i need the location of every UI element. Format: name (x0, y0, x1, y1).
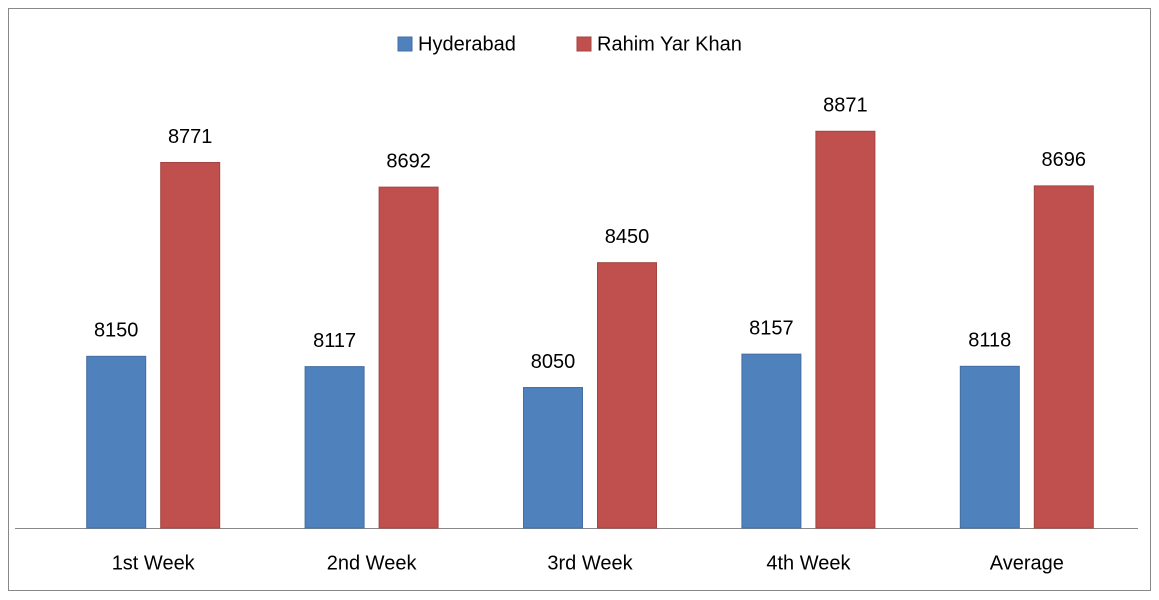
bar (959, 365, 1020, 529)
x-tick-label: 1st Week (112, 552, 196, 574)
data-label: 8771 (168, 126, 213, 148)
bar (86, 355, 147, 529)
legend-label: Hyderabad (418, 33, 516, 55)
data-label: 8696 (1042, 149, 1087, 171)
x-tick-label: Average (990, 552, 1064, 574)
legend-label: Rahim Yar Khan (597, 33, 742, 55)
bar (304, 366, 365, 529)
legend-swatch (576, 36, 592, 52)
data-label: 8157 (749, 317, 794, 339)
data-label: 8150 (94, 320, 139, 342)
x-tick-label: 4th Week (766, 552, 851, 574)
x-tick-label: 3rd Week (547, 552, 633, 574)
data-label: 8118 (968, 330, 1011, 352)
bar (597, 262, 657, 529)
legend-swatch (397, 36, 413, 52)
data-label: 8050 (531, 351, 576, 373)
bar (523, 387, 583, 529)
data-label: 8871 (823, 95, 868, 117)
data-label: 8117 (313, 330, 356, 352)
bar (160, 161, 221, 529)
x-tick-label: 2nd Week (327, 552, 418, 574)
data-label: 8450 (605, 226, 650, 248)
data-label: 8692 (386, 150, 431, 172)
bar (378, 186, 439, 529)
bar (741, 353, 802, 529)
bar (815, 130, 876, 529)
bar (1033, 185, 1094, 529)
